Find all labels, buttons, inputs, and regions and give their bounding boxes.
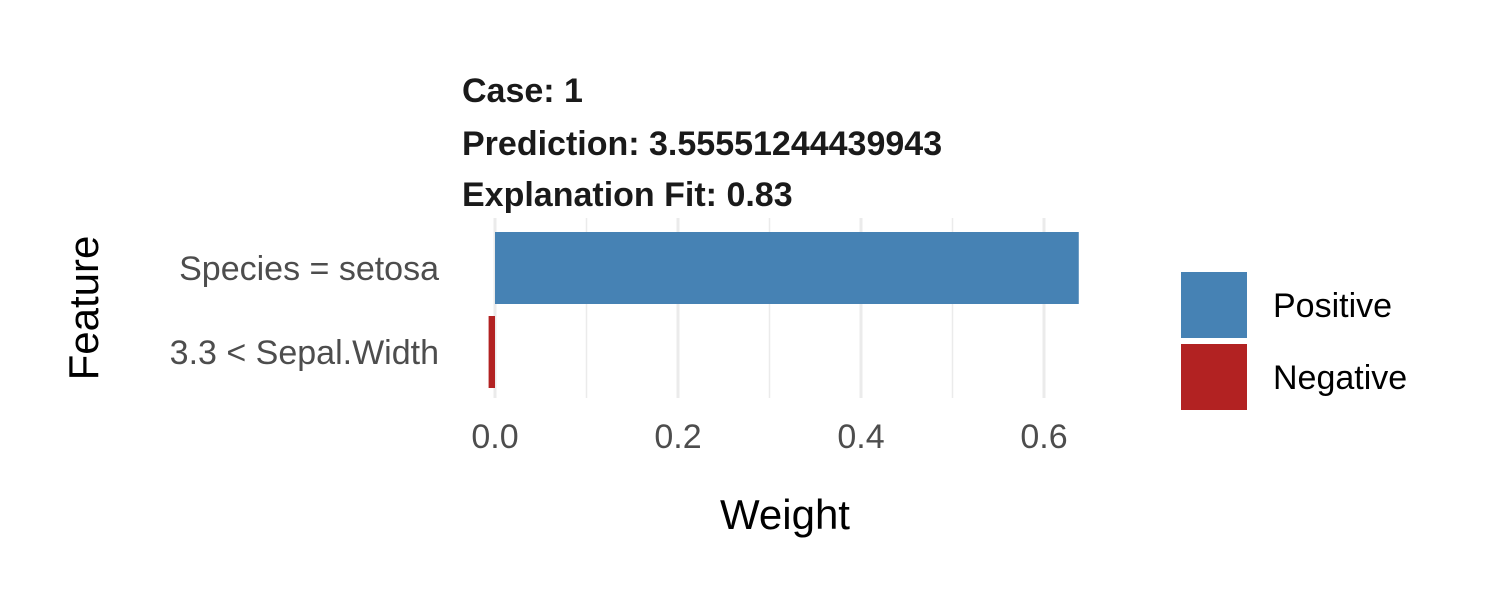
title-line-fit: Explanation Fit: 0.83 [462,176,793,214]
x-tick-label: 0.4 [837,418,884,456]
bars [488,232,1079,388]
y-axis-title: Feature [60,236,107,381]
legend-label-positive: Positive [1273,287,1392,325]
bar-3-3-sepal-width [488,316,495,388]
y-tick-label: 3.3 < Sepal.Width [170,334,439,372]
title-line-prediction: Prediction: 3.55551244439943 [462,125,942,163]
x-tick-label: 0.2 [654,418,701,456]
x-axis-title: Weight [720,491,850,538]
y-tick-labels: Species = setosa 3.3 < Sepal.Width [170,250,439,372]
legend-key-positive [1181,272,1247,338]
x-tick-label: 0.0 [471,418,518,456]
chart-title: Case: 1 Prediction: 3.55551244439943 Exp… [462,72,942,214]
x-tick-label: 0.6 [1020,418,1067,456]
legend-label-negative: Negative [1273,359,1407,397]
legend: Positive Negative [1181,272,1407,410]
bar-species-setosa [495,232,1079,304]
y-tick-label: Species = setosa [179,250,439,288]
x-tick-labels: 0.0 0.2 0.4 0.6 [471,418,1067,456]
legend-key-negative [1181,344,1247,410]
title-line-case: Case: 1 [462,72,583,110]
